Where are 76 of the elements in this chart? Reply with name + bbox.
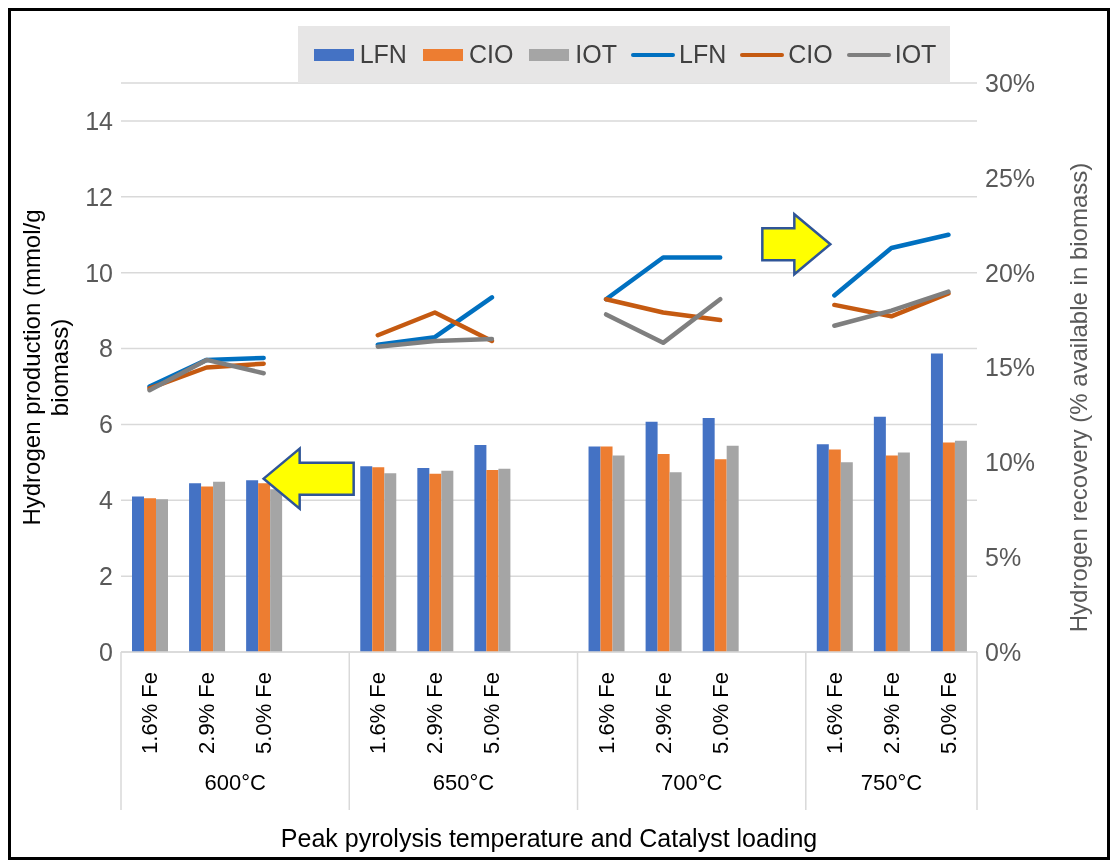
y2-tick-label: 5% (985, 543, 1022, 572)
y-tick-label: 12 (85, 182, 113, 211)
y2-tick-label: 0% (985, 637, 1022, 666)
y2-tick-label: 30% (985, 68, 1036, 97)
bar (201, 486, 214, 652)
y-tick-label: 8 (99, 334, 113, 363)
text: 650°C (432, 770, 495, 795)
bar (486, 469, 499, 652)
legend-label: IOT (575, 40, 617, 69)
bar (132, 496, 144, 652)
x-tick-label: 1.6% Fe (137, 672, 163, 754)
bar (702, 417, 715, 652)
text: 750°C (860, 770, 923, 795)
bar (600, 446, 613, 652)
bar (816, 444, 829, 652)
bar (258, 483, 271, 652)
x-tick-label: 5.0% Fe (935, 672, 961, 754)
bar (897, 452, 910, 652)
legend-label: CIO (468, 40, 514, 69)
bar (726, 445, 739, 652)
bar (429, 473, 442, 652)
bar (441, 470, 454, 652)
bar (930, 353, 943, 652)
legend-label: LFN (679, 40, 727, 69)
y-tick-label: 14 (85, 106, 114, 135)
x-tick-label: 5.0% Fe (251, 672, 277, 754)
x-tick-label: 2.9% Fe (422, 672, 448, 754)
bar (954, 440, 967, 652)
x-axis-title: Peak pyrolysis temperature and Catalyst loading (280, 824, 818, 852)
bar (144, 498, 156, 652)
y2-tick-label: 15% (985, 353, 1036, 382)
bar (942, 442, 955, 652)
x-tick-label: 5.0% Fe (707, 672, 733, 754)
y2-axis-title: Hydrogen recovery (% available in biomass) (1064, 162, 1092, 633)
bar (189, 483, 202, 652)
bar (474, 444, 487, 652)
y-tick-label: 0 (99, 637, 113, 666)
bar (372, 467, 385, 652)
x-tick-label: 2.9% Fe (878, 672, 904, 754)
y2-tick-label: 20% (985, 258, 1036, 287)
legend-label: CIO (788, 40, 833, 69)
x-tick-label: 1.6% Fe (593, 672, 619, 754)
x-tick-label: 2.9% Fe (194, 672, 220, 754)
bar (714, 459, 727, 652)
legend-label: IOT (894, 40, 937, 69)
y2-tick-label: 10% (985, 448, 1036, 477)
bar (213, 481, 226, 652)
x-tick-label: 2.9% Fe (650, 672, 676, 754)
x-tick-label: 1.6% Fe (365, 672, 391, 754)
bar (498, 468, 511, 652)
bar (246, 480, 259, 652)
bar (588, 446, 601, 652)
bar (417, 468, 430, 652)
legend-label: LFN (359, 40, 407, 69)
bar (657, 453, 670, 652)
x-tick-label: 5.0% Fe (479, 672, 505, 754)
bar (270, 489, 283, 652)
bar (669, 472, 682, 652)
y-tick-label: 10 (85, 258, 113, 287)
bar (840, 462, 853, 652)
y2-tick-label: 25% (985, 163, 1036, 192)
x-tick-label: 1.6% Fe (821, 672, 847, 754)
bar (156, 499, 168, 652)
bar (612, 455, 625, 652)
bar (384, 473, 397, 652)
bar (645, 421, 658, 652)
bar (885, 455, 898, 652)
bar (360, 466, 373, 652)
bar (873, 416, 886, 652)
y-tick-label: 4 (99, 486, 114, 515)
y-axis-title: Hydrogen production (mmol/g biomass) (18, 209, 73, 526)
text: 700°C (660, 770, 723, 795)
text: 600°C (204, 770, 266, 795)
y-tick-label: 2 (99, 562, 113, 591)
bar (828, 449, 841, 652)
y-tick-label: 6 (99, 410, 113, 439)
